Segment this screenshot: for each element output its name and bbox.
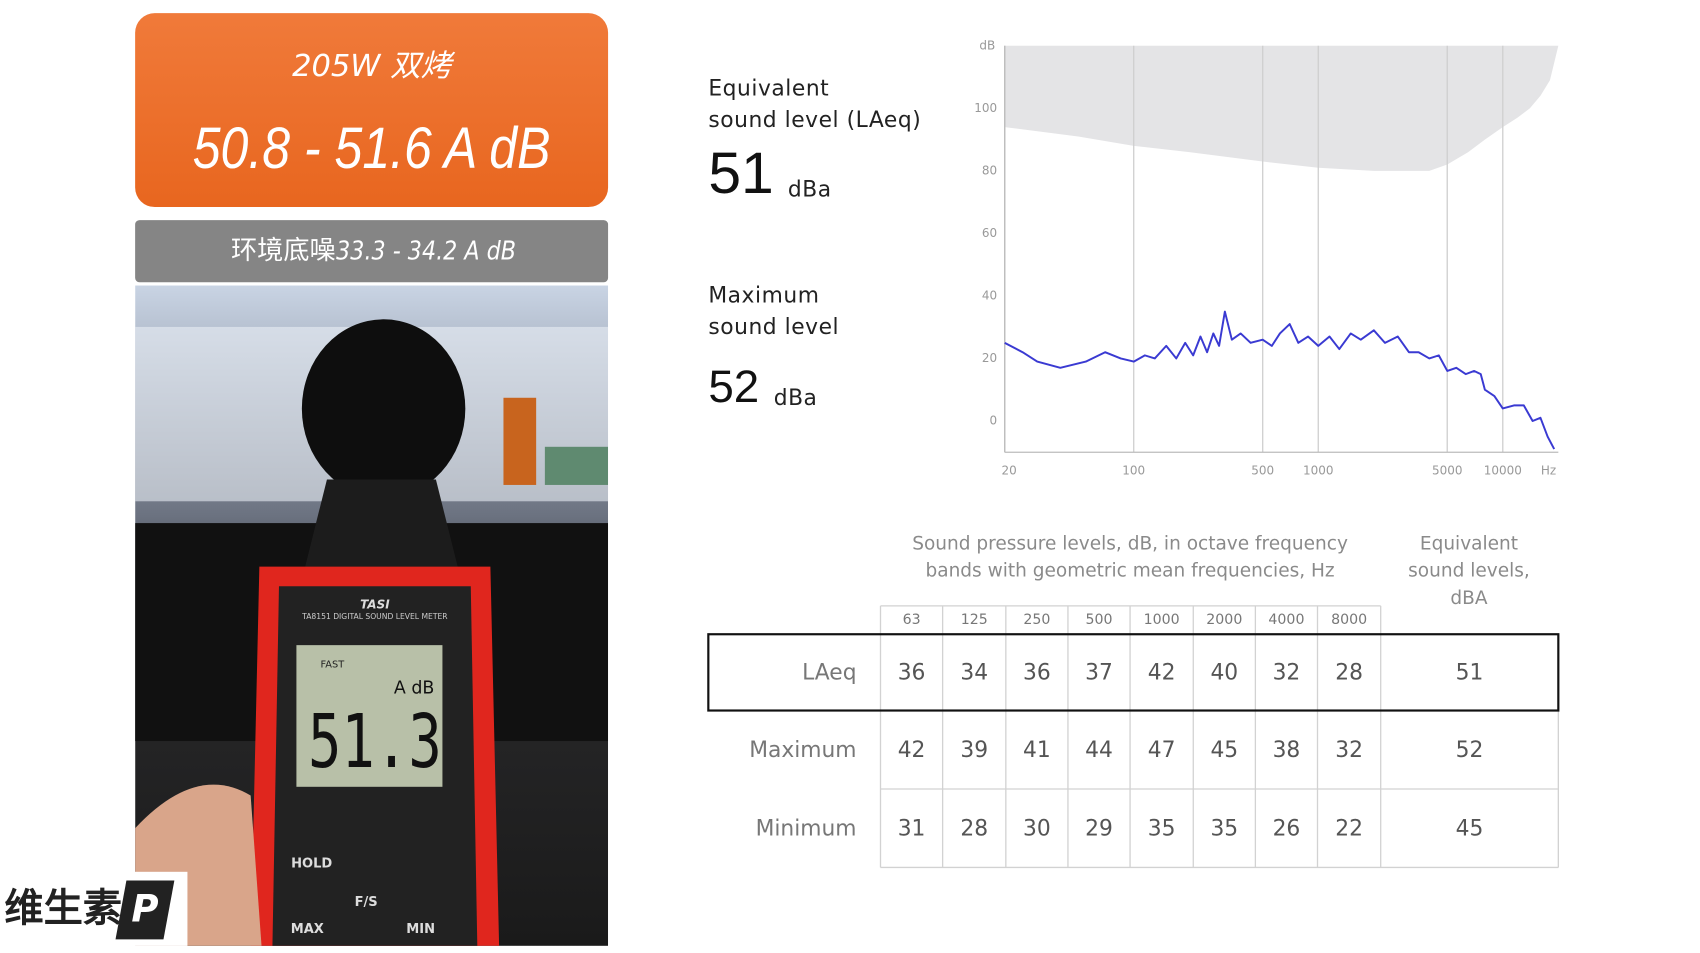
table-cell: 52: [1456, 738, 1484, 763]
row-label: LAeq: [802, 660, 856, 685]
table-caption: dBA: [1450, 588, 1487, 609]
table-cell: 44: [1085, 738, 1113, 763]
summary-label: sound level (LAeq): [708, 108, 921, 133]
meter-unit: A dB: [394, 679, 434, 699]
table: Sound pressure levels, dB, in octave fre…: [707, 533, 1560, 869]
result-card: [135, 13, 609, 208]
logo-mark: P: [131, 888, 158, 931]
summary-value: 52: [708, 361, 759, 412]
table-cell: 47: [1148, 738, 1176, 763]
meter-reading: 51.3: [308, 699, 442, 785]
logo-text: 维生素: [4, 887, 122, 932]
table-cell: 36: [898, 660, 926, 685]
meter-button: F/S: [355, 895, 378, 910]
meter-button: MIN: [406, 922, 435, 937]
table-cell: 40: [1210, 660, 1238, 685]
table-cell: 45: [1456, 816, 1484, 841]
meter-brand: TASI: [360, 597, 390, 611]
summary-value: 51: [708, 141, 773, 206]
table-cell: 37: [1085, 660, 1113, 685]
photo: TASI TA8151 DIGITAL SOUND LEVEL METER FA…: [135, 285, 609, 946]
meter-button: HOLD: [291, 857, 332, 872]
y-tick-label: 60: [982, 226, 997, 240]
column-header: 250: [1023, 612, 1050, 628]
line: [1004, 310, 1556, 450]
column-header: 4000: [1268, 612, 1304, 628]
meter-lcd: [296, 645, 443, 787]
table-cell: 26: [1273, 816, 1301, 841]
column-header: 8000: [1331, 612, 1367, 628]
table-cell: 51: [1456, 660, 1484, 685]
card-title: 205W 双烤: [292, 49, 456, 84]
row-label: Minimum: [756, 816, 857, 841]
table-caption: bands with geometric mean frequencies, H…: [925, 561, 1334, 582]
table-cell: 28: [960, 816, 988, 841]
table-caption: sound levels,: [1408, 561, 1530, 582]
table-cell: 28: [1335, 660, 1363, 685]
logo-mark-bg: [115, 880, 175, 940]
highlight-row: [707, 633, 1560, 712]
summary-label: Maximum: [708, 283, 819, 308]
table-cell: 30: [1023, 816, 1051, 841]
table-cell: 22: [1335, 816, 1363, 841]
summary-unit: dBa: [774, 386, 818, 411]
y-tick-label: 80: [982, 163, 997, 177]
ambient-range: 33.3 - 34.2 A dB: [336, 234, 516, 265]
x-tick-label: 20: [1001, 463, 1016, 477]
x-tick-label: 100: [1122, 463, 1145, 477]
table-cell: 45: [1210, 738, 1238, 763]
table-cell: 42: [1148, 660, 1176, 685]
table-caption: Sound pressure levels, dB, in octave fre…: [912, 533, 1348, 554]
x-tick-label: 500: [1251, 463, 1274, 477]
summary-label: sound level: [708, 315, 839, 340]
table-cell: 32: [1335, 738, 1363, 763]
table-cell: 36: [1023, 660, 1051, 685]
column-header: 125: [961, 612, 988, 628]
chart: dB Hz 20 100 500 1000 5000 10000 0 20 40 60 80 100: [974, 38, 1559, 477]
table-cell: 29: [1085, 816, 1113, 841]
meter-button: MAX: [291, 922, 324, 937]
table-cell: 31: [898, 816, 926, 841]
table-cell: 38: [1273, 738, 1301, 763]
y-tick-label: 40: [982, 288, 997, 302]
table-cell: 39: [960, 738, 988, 763]
summary-unit: dBa: [788, 178, 832, 203]
row-label: Maximum: [749, 738, 856, 763]
table-cell: 42: [898, 738, 926, 763]
y-tick-label: 20: [982, 351, 997, 365]
column-header: 63: [903, 612, 921, 628]
table-cell: 34: [960, 660, 988, 685]
table-cell: 41: [1023, 738, 1051, 763]
x-tick-label: 10000: [1484, 463, 1522, 477]
ambient-bar: [135, 220, 609, 283]
monitor-window: [503, 397, 537, 485]
y-axis-label: dB: [979, 38, 995, 52]
card-range: 50.8 - 51.6 A dB: [193, 115, 551, 181]
y-tick-label: 0: [989, 413, 997, 427]
summary-label: Equivalent: [708, 76, 829, 101]
shaded-area: [1004, 45, 1559, 171]
x-tick-label: 1000: [1303, 463, 1333, 477]
mic-foam: [301, 319, 466, 499]
table-cell: 35: [1148, 816, 1176, 841]
column-header: 500: [1085, 612, 1112, 628]
x-tick-label: 5000: [1432, 463, 1462, 477]
meter-mode: FAST: [321, 660, 346, 671]
table-caption: Equivalent: [1420, 533, 1518, 554]
x-axis-label: Hz: [1541, 463, 1556, 477]
meter-model: TA8151 DIGITAL SOUND LEVEL METER: [301, 612, 448, 621]
column-header: 1000: [1144, 612, 1180, 628]
meter-neck: [305, 479, 458, 567]
table-cell: 35: [1210, 816, 1238, 841]
column-header: 2000: [1206, 612, 1242, 628]
table-cell: 32: [1273, 660, 1301, 685]
y-tick-label: 100: [974, 101, 997, 115]
ambient-label: 环境底噪: [231, 236, 336, 266]
monitor-window: [544, 446, 609, 485]
